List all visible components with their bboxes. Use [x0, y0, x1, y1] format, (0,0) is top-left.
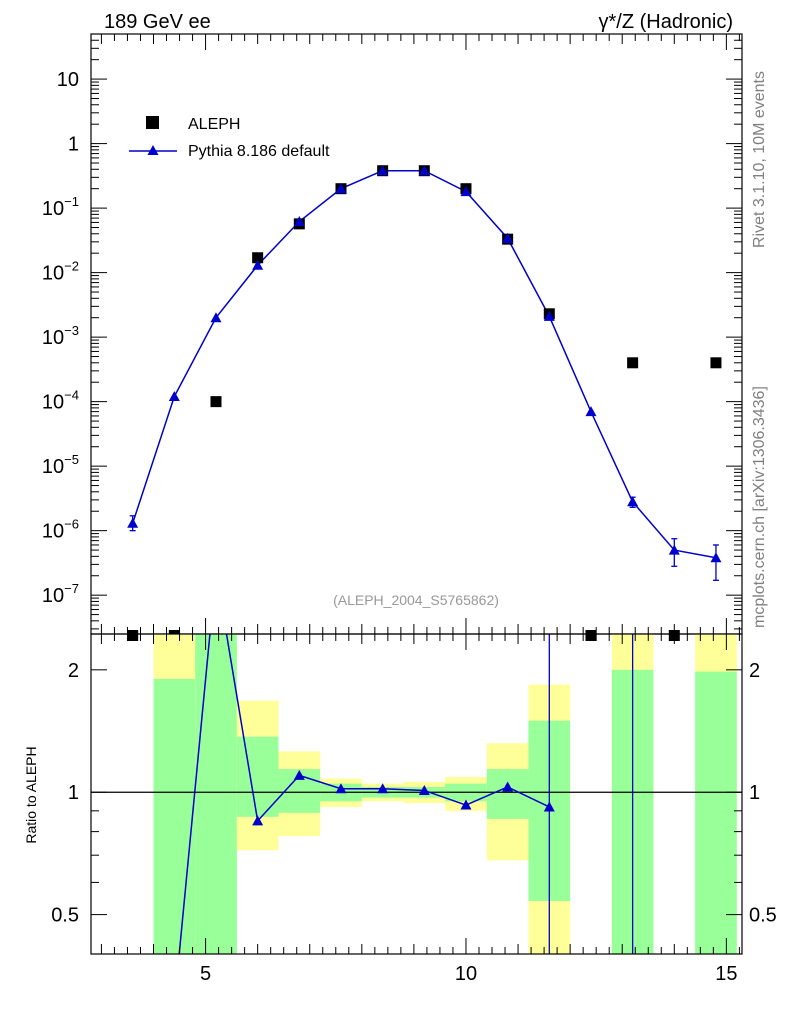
legend-mc-marker [147, 145, 159, 155]
pythia-mc-point [252, 259, 264, 270]
pythia-mc-point [460, 186, 472, 197]
ratio-mc-point [418, 784, 430, 795]
ratio-y-tick-label-right: 0.5 [749, 905, 777, 927]
pythia-mc-point [502, 232, 514, 243]
y-tick-label: 10−2 [42, 259, 79, 285]
main-y-tick-labels: 10 1 10−1 10−2 10−3 10−4 10−5 10−6 10−7 [42, 69, 79, 607]
ratio-frame [90, 633, 743, 955]
ratio-y-tick-label-right: 2 [749, 660, 760, 682]
ratio-mc-line [178, 634, 550, 954]
y-tick-label: 10−6 [42, 517, 79, 543]
aleph-data-point-offscale [127, 630, 139, 641]
y-tick-label: 10−5 [42, 452, 79, 478]
ratio-panel: 0.5 0.5 1 1 2 2 5 10 15 Ratio to ALEPH [23, 633, 777, 985]
y-tick-label: 10−4 [42, 388, 79, 414]
pythia-mc-point [710, 552, 722, 563]
ratio-band-inner [153, 678, 196, 954]
ratio-mc-point [460, 799, 472, 810]
ratio-mc-point [335, 783, 347, 794]
main-clipped-group [127, 165, 722, 581]
aleph-data-point [210, 396, 222, 408]
pythia-mc-point [668, 544, 680, 555]
ratio-y-tick-label-right: 1 [749, 782, 760, 804]
y-tick-label: 10−7 [42, 581, 79, 607]
x-tick-labels: 5 10 15 [200, 963, 737, 985]
x-tick-label: 10 [455, 963, 477, 985]
ratio-band-inner [195, 634, 237, 954]
ratio-y-tick-label: 1 [68, 782, 79, 804]
ratio-y-tick-labels: 0.5 0.5 1 1 2 2 [51, 660, 777, 927]
y-tick-label: 1 [68, 134, 79, 156]
ratio-band-inner [695, 671, 737, 954]
pythia-mc-point [168, 391, 180, 402]
rivet-label: Rivet 3.1.10, 10M events [751, 71, 768, 248]
ratio-mc-point [502, 781, 514, 792]
ratio-mc-point [293, 769, 305, 780]
x-tick-label: 5 [200, 963, 211, 985]
ratio-y-tick-label: 0.5 [51, 905, 79, 927]
y-tick-label: 10−1 [42, 194, 79, 220]
ratio-mc-point [543, 801, 555, 812]
aleph-data-point-offscale [585, 630, 597, 641]
main-panel: 10 1 10−1 10−2 10−3 10−4 10−5 10−6 10−7 (ALEPH_2… [42, 33, 743, 641]
ratio-ylabel: Ratio to ALEPH [23, 746, 39, 843]
right-title: γ*/Z (Hadronic) [599, 11, 733, 33]
pythia-mc-point [210, 312, 222, 323]
left-title: 189 GeV ee [104, 11, 211, 33]
main-plot-content [127, 165, 722, 641]
pythia-mc-point [127, 517, 139, 528]
legend-mc-label: Pythia 8.186 default [188, 143, 330, 160]
ratio-plot-content [91, 634, 742, 954]
pythia-mc-point [585, 406, 597, 417]
ratio-mc-point [252, 815, 264, 826]
pythia-mc-point [543, 310, 555, 321]
pythia-mc-point [627, 496, 639, 507]
aleph-data-point [252, 252, 264, 264]
mcplots-label: mcplots.cern.ch [arXiv:1306.3436] [751, 386, 768, 628]
ratio-axis-ticks [91, 634, 742, 955]
ratio-band-inner [236, 736, 279, 817]
main-axis-ticks [91, 33, 742, 634]
analysis-watermark: (ALEPH_2004_S5765862) [333, 592, 499, 608]
ratio-clipped-group [91, 634, 742, 954]
pythia-mc-point [293, 216, 305, 227]
pythia-mc-point [377, 165, 389, 176]
ratio-y-tick-label: 2 [68, 660, 79, 682]
legend-data-marker [146, 116, 159, 129]
legend-data-label: ALEPH [188, 116, 240, 133]
legend: ALEPH Pythia 8.186 default [129, 116, 330, 160]
y-tick-label: 10 [57, 69, 79, 91]
y-tick-label: 10−3 [42, 323, 79, 349]
pythia-mc-point [335, 183, 347, 194]
ratio-mc-point [377, 783, 389, 794]
x-tick-label: 15 [715, 963, 737, 985]
pythia-mc-point [418, 165, 430, 176]
aleph-data-point [627, 357, 639, 369]
aleph-data-point [710, 357, 722, 369]
